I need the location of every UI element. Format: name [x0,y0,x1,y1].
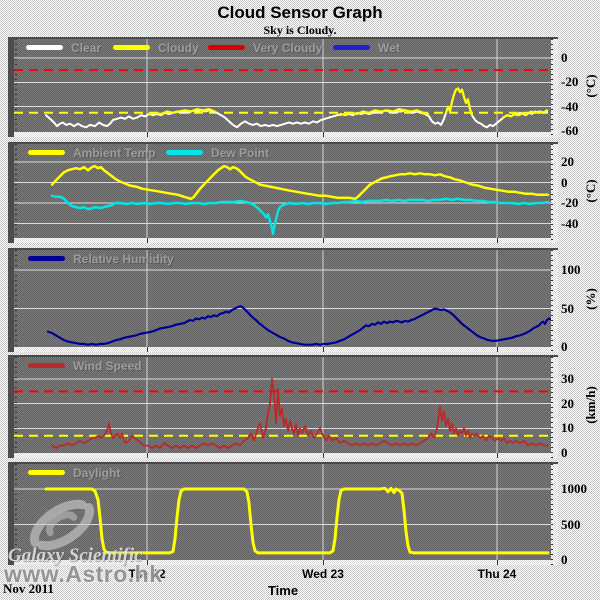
day-tick-mark [147,132,148,137]
y-tick-label: 10 [561,420,574,435]
y-tick-label: 0 [561,339,568,354]
legend-swatch-icon [28,470,65,475]
legend-swatch-icon [208,45,245,50]
legend-swatch-icon [166,150,203,155]
x-axis-title: Time [267,583,299,598]
legend-swatch-icon [113,45,150,50]
y-tick-label: -60 [561,123,579,138]
page-title: Cloud Sensor Graph [217,3,383,22]
legend-label: Daylight [73,466,121,480]
y-tick-label: 0 [561,175,568,190]
y-axis-unit-label: (°C) [583,179,598,203]
y-tick-label: 0 [561,445,568,460]
y-tick-label: 1000 [561,481,587,496]
panel-wind: Wind Speed [8,355,558,458]
y-axis-unit-label: (km/h) [583,386,598,424]
day-tick-mark [497,560,498,565]
x-axis-bar [14,453,551,458]
legend-swatch-icon [28,363,65,368]
y-axis-bar [551,250,558,352]
legend-label: Wind Speed [73,359,142,373]
y-tick-label: 20 [561,396,574,411]
x-axis-bar [14,347,551,352]
panel-daylight: Daylight [8,462,558,565]
plot-area-wind [14,357,551,453]
y-tick-label: -40 [561,99,579,114]
y-tick-label: 20 [561,154,574,169]
plot-area-sky [14,39,551,132]
panel-sky: Clear Cloudy Very Cloudy Wet [8,37,558,137]
plot-area-temperature [14,144,551,238]
day-tick-mark [497,453,498,458]
y-axis-bar [551,357,558,458]
panel-humidity: Relative Humidity [8,248,558,352]
watermark-brand: Galaxy Scientific [8,545,143,566]
y-tick-label: -40 [561,216,579,231]
y-tick-label: 500 [561,517,581,532]
y-axis-bar [551,39,558,137]
legend-swatch-icon [28,256,65,261]
plot-area-humidity [14,250,551,347]
watermark-date: Nov 2011 [3,581,54,596]
y-tick-label: 30 [561,371,574,386]
legend-swatch-icon [28,150,65,155]
day-tick-mark [147,453,148,458]
legend-label: Very Cloudy [253,41,323,55]
day-tick-mark [497,238,498,243]
y-tick-label: 0 [561,552,568,567]
x-tick-label: Wed 23 [302,567,344,581]
x-axis-bar [14,238,551,243]
day-tick-mark [323,238,324,243]
x-axis-bar [14,132,551,137]
y-tick-label: -20 [561,195,579,210]
day-tick-mark [147,347,148,352]
x-axis-bar [14,560,551,565]
watermark-site: www.Astro.hk [4,561,163,587]
legend-swatch-icon [26,45,63,50]
sky-status-text: Sky is Cloudy. [263,23,337,37]
legend-label: Clear [71,41,102,55]
day-tick-mark [323,132,324,137]
y-tick-label: -20 [561,74,579,89]
plot-area-daylight [14,464,551,560]
panel-temperature: Ambient Temp Dew Point [8,142,558,243]
y-tick-label: 50 [561,301,574,316]
day-tick-mark [147,238,148,243]
day-tick-mark [497,132,498,137]
legend-label: Wet [378,41,400,55]
day-tick-mark [323,347,324,352]
legend-label: Relative Humidity [73,252,174,266]
day-tick-mark [147,560,148,565]
day-tick-mark [323,560,324,565]
day-tick-mark [497,347,498,352]
legend-swatch-icon [333,45,370,50]
y-tick-label: 0 [561,50,568,65]
legend-label: Dew Point [211,146,270,160]
y-axis-bar [551,144,558,243]
y-axis-unit-label: (%) [583,288,598,310]
y-tick-label: 100 [561,262,581,277]
day-tick-mark [323,453,324,458]
y-axis-unit-label: (°C) [583,74,598,98]
y-axis-bar [551,464,558,565]
legend-label: Ambient Temp [73,146,156,160]
x-tick-label: Thu 24 [477,567,517,581]
legend-label: Cloudy [158,41,199,55]
x-tick-label: Tue 22 [128,567,166,581]
galaxy-logo-icon [30,499,94,551]
